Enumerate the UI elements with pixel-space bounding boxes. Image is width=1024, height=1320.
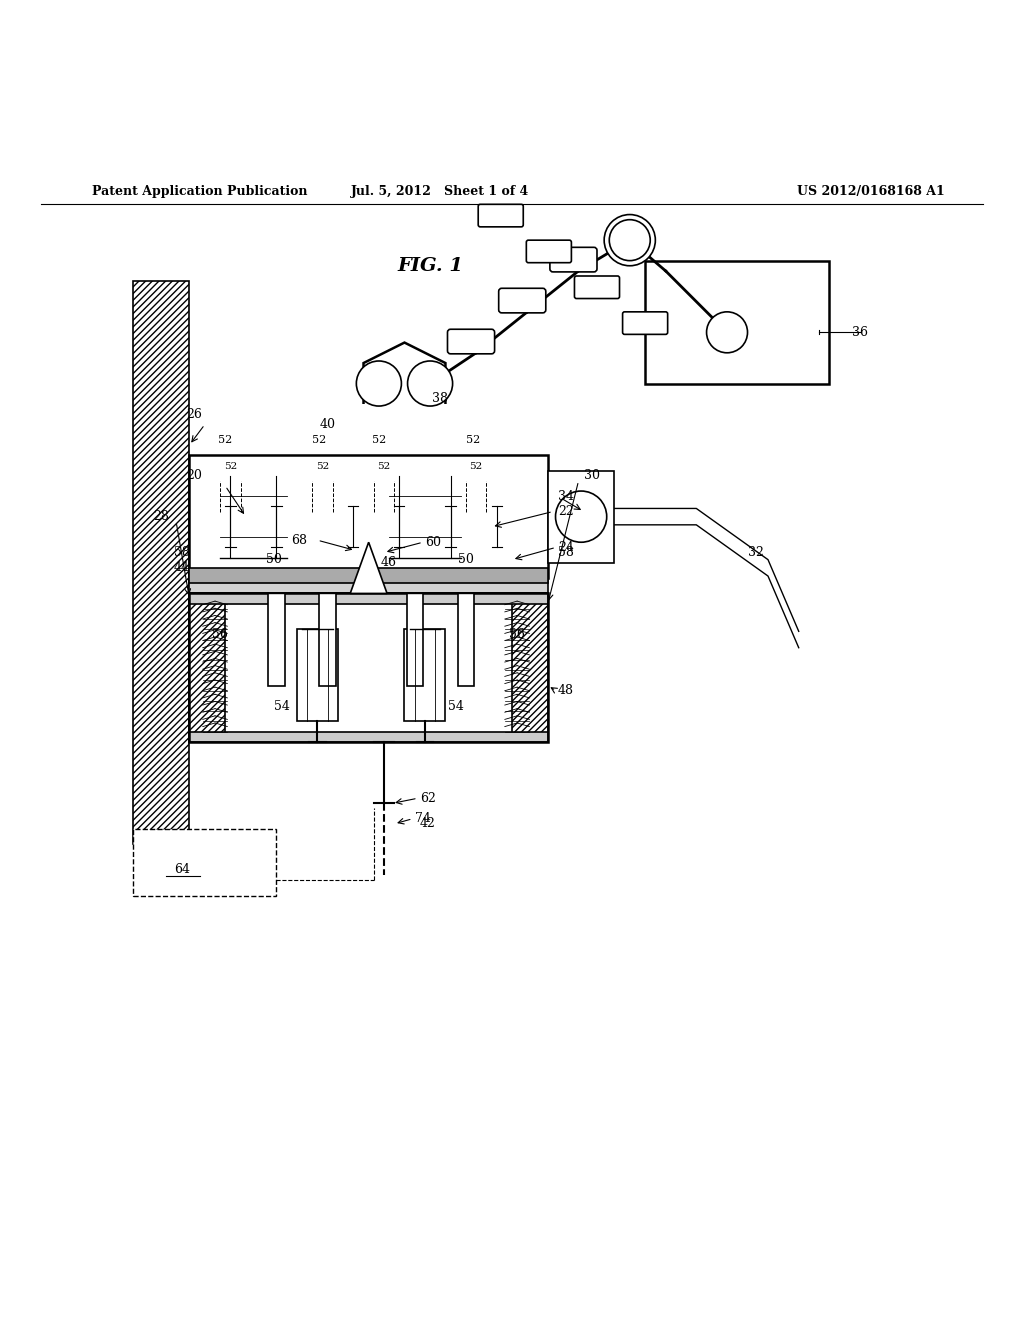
Text: 54: 54 bbox=[447, 700, 464, 713]
Text: 30: 30 bbox=[584, 469, 600, 482]
Text: Jul. 5, 2012   Sheet 1 of 4: Jul. 5, 2012 Sheet 1 of 4 bbox=[351, 185, 529, 198]
Bar bbox=[645, 260, 829, 384]
Bar bbox=[189, 594, 225, 742]
FancyBboxPatch shape bbox=[550, 247, 597, 272]
Bar bbox=[133, 281, 189, 845]
Text: 74: 74 bbox=[415, 812, 431, 825]
Text: 32: 32 bbox=[748, 546, 764, 558]
Text: 48: 48 bbox=[558, 684, 574, 697]
Text: 52: 52 bbox=[224, 462, 237, 470]
Text: FIG. 1: FIG. 1 bbox=[397, 257, 463, 275]
Circle shape bbox=[408, 360, 453, 407]
Bar bbox=[189, 568, 548, 583]
Text: 60: 60 bbox=[425, 536, 441, 549]
Text: US 2012/0168168 A1: US 2012/0168168 A1 bbox=[797, 185, 944, 198]
Circle shape bbox=[555, 491, 606, 543]
Bar bbox=[189, 594, 548, 742]
Text: 58: 58 bbox=[558, 546, 574, 558]
Polygon shape bbox=[350, 543, 387, 594]
Bar bbox=[404, 630, 445, 722]
Circle shape bbox=[609, 219, 650, 260]
Bar bbox=[133, 281, 189, 845]
Bar bbox=[189, 594, 225, 742]
Text: 46: 46 bbox=[381, 556, 397, 569]
Text: 26: 26 bbox=[186, 408, 203, 421]
Text: 52: 52 bbox=[372, 436, 386, 445]
FancyBboxPatch shape bbox=[447, 329, 495, 354]
Text: 36: 36 bbox=[852, 326, 868, 339]
FancyBboxPatch shape bbox=[574, 276, 620, 298]
Bar bbox=[512, 594, 548, 742]
Circle shape bbox=[356, 360, 401, 407]
Text: 52: 52 bbox=[316, 462, 329, 470]
Text: 20: 20 bbox=[186, 469, 203, 482]
Text: 24: 24 bbox=[558, 541, 574, 554]
Text: 42: 42 bbox=[420, 817, 436, 830]
FancyBboxPatch shape bbox=[623, 312, 668, 334]
Bar bbox=[548, 470, 614, 562]
Circle shape bbox=[707, 312, 748, 352]
Text: 40: 40 bbox=[319, 418, 336, 430]
Bar bbox=[189, 731, 548, 742]
Text: 50: 50 bbox=[266, 553, 283, 566]
Bar bbox=[189, 594, 548, 603]
FancyBboxPatch shape bbox=[526, 240, 571, 263]
Bar bbox=[512, 594, 548, 742]
Text: 56: 56 bbox=[212, 628, 228, 642]
Text: 50: 50 bbox=[458, 553, 474, 566]
Bar bbox=[458, 594, 474, 685]
Bar bbox=[268, 594, 285, 685]
Bar bbox=[319, 594, 336, 685]
Text: 58: 58 bbox=[173, 546, 189, 558]
Text: 52: 52 bbox=[312, 436, 327, 445]
Text: 68: 68 bbox=[291, 533, 307, 546]
Text: 64: 64 bbox=[174, 863, 190, 876]
Text: 54: 54 bbox=[273, 700, 290, 713]
Bar bbox=[189, 455, 548, 578]
Text: 62: 62 bbox=[420, 792, 436, 805]
Bar bbox=[407, 594, 423, 685]
Text: Patent Application Publication: Patent Application Publication bbox=[92, 185, 307, 198]
Text: 22: 22 bbox=[558, 506, 573, 517]
Bar bbox=[297, 630, 338, 722]
Text: 52: 52 bbox=[466, 436, 480, 445]
Bar bbox=[189, 578, 548, 594]
Text: 28: 28 bbox=[153, 510, 169, 523]
Text: 44: 44 bbox=[173, 561, 189, 574]
Text: 52: 52 bbox=[470, 462, 482, 470]
FancyBboxPatch shape bbox=[499, 288, 546, 313]
FancyBboxPatch shape bbox=[478, 205, 523, 227]
Bar bbox=[133, 829, 276, 895]
Text: 34: 34 bbox=[558, 490, 574, 503]
Circle shape bbox=[604, 215, 655, 265]
Text: 38: 38 bbox=[432, 392, 449, 405]
Text: 52: 52 bbox=[378, 462, 390, 470]
Text: 56: 56 bbox=[509, 628, 525, 642]
Text: 52: 52 bbox=[218, 436, 232, 445]
